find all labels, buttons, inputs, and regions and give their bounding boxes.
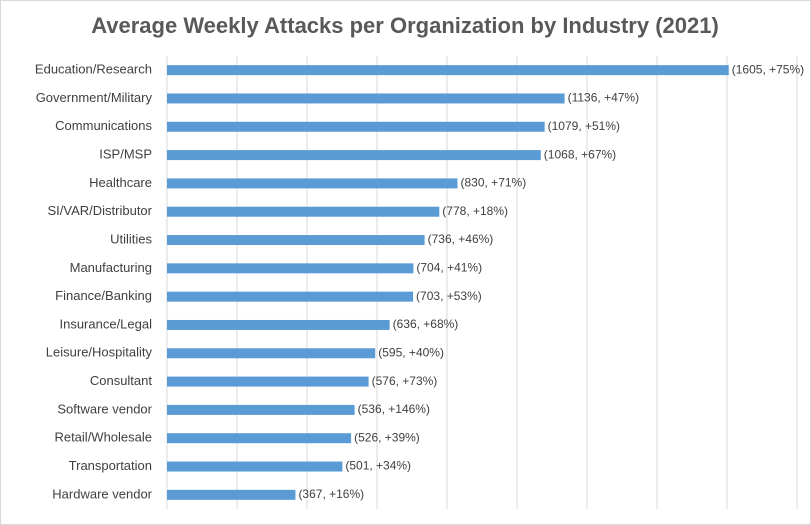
y-tick-label: ISP/MSP xyxy=(99,147,152,162)
bar xyxy=(167,235,425,246)
bar xyxy=(167,263,414,274)
bar xyxy=(167,121,545,132)
y-tick-label: Transportation xyxy=(69,458,152,473)
bar xyxy=(167,93,565,104)
y-tick-label: Finance/Banking xyxy=(55,288,152,303)
bar xyxy=(167,319,390,330)
chart-title: Average Weekly Attacks per Organization … xyxy=(91,13,719,38)
y-tick-label: Utilities xyxy=(110,231,152,246)
y-tick-label: Leisure/Hospitality xyxy=(46,345,153,360)
data-label: (1079, +51%) xyxy=(548,119,620,133)
bar xyxy=(167,376,369,387)
data-label: (595, +40%) xyxy=(378,345,444,359)
y-tick-label: SI/VAR/Distributor xyxy=(47,203,152,218)
bar xyxy=(167,178,458,189)
y-tick-label: Manufacturing xyxy=(70,260,152,275)
data-label: (576, +73%) xyxy=(372,374,438,388)
data-label: (636, +68%) xyxy=(393,317,459,331)
data-label: (1605, +75%) xyxy=(732,62,804,76)
y-tick-label: Retail/Wholesale xyxy=(54,430,152,445)
data-label: (736, +46%) xyxy=(428,232,494,246)
bar xyxy=(167,433,352,444)
bar xyxy=(167,461,343,472)
bar xyxy=(167,150,541,161)
bar xyxy=(167,291,414,302)
bar xyxy=(167,348,376,359)
y-tick-label: Consultant xyxy=(90,373,153,388)
data-label: (536, +146%) xyxy=(358,402,430,416)
bar xyxy=(167,206,440,217)
y-tick-label: Insurance/Legal xyxy=(59,316,152,331)
y-tick-label: Education/Research xyxy=(35,62,152,77)
y-tick-label: Government/Military xyxy=(36,90,153,105)
data-label: (778, +18%) xyxy=(442,204,508,218)
data-label: (704, +41%) xyxy=(416,261,482,275)
data-label: (703, +53%) xyxy=(416,289,482,303)
y-tick-label: Healthcare xyxy=(89,175,152,190)
data-label: (526, +39%) xyxy=(354,430,420,444)
y-tick-label: Hardware vendor xyxy=(52,486,152,501)
data-label: (830, +71%) xyxy=(461,176,527,190)
y-tick-label: Communications xyxy=(55,118,152,133)
bar xyxy=(167,65,729,76)
data-label: (367, +16%) xyxy=(298,487,364,501)
y-tick-label: Software vendor xyxy=(57,401,152,416)
data-label: (1068, +67%) xyxy=(544,147,616,161)
bar xyxy=(167,489,296,500)
bar xyxy=(167,404,355,415)
data-label: (501, +34%) xyxy=(345,459,411,473)
data-label: (1136, +47%) xyxy=(568,91,640,105)
